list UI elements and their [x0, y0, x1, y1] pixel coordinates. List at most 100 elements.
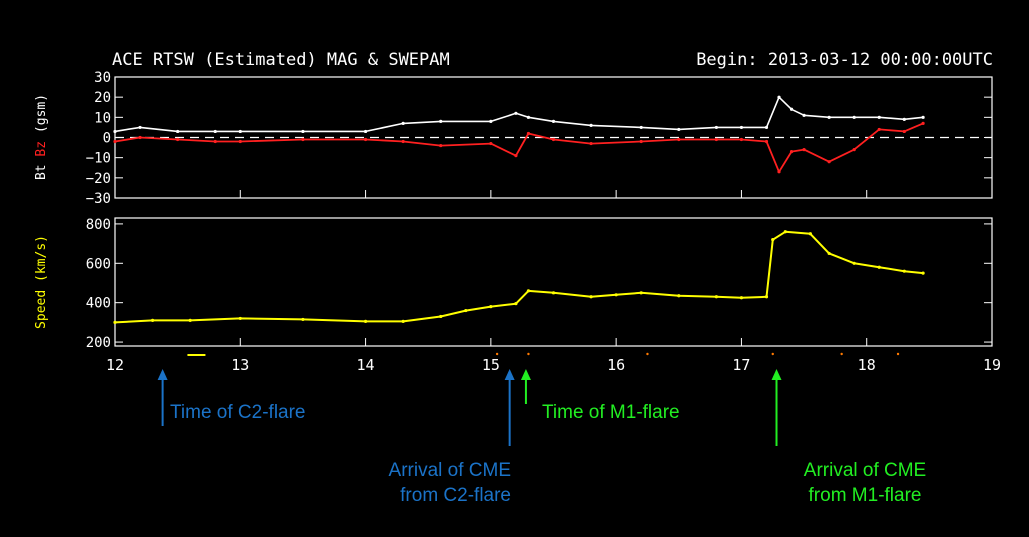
bt-series-point	[514, 111, 518, 115]
speed-series-point	[783, 230, 787, 234]
bz-series-point	[363, 137, 368, 142]
bt-series-point	[739, 125, 744, 130]
speed-y-tick-label: 600	[86, 256, 111, 272]
bt-series-point	[589, 123, 593, 127]
bz-series-point	[739, 137, 744, 142]
speed-series-point	[514, 302, 518, 306]
speed-series-point	[188, 318, 192, 322]
bz-series-point	[489, 141, 493, 146]
speed-series-point	[589, 295, 593, 299]
speed-y-tick-label: 400	[86, 296, 111, 312]
arrow-cme-c2-head	[504, 369, 515, 380]
speed-series-point	[714, 295, 718, 299]
bt-series-point	[714, 125, 718, 130]
speed-series-point	[827, 251, 831, 256]
annotation-m1-flare-time: Time of M1-flare	[542, 400, 680, 425]
annotation-line: from C2-flare	[400, 485, 511, 506]
bz-series-point	[877, 127, 881, 132]
bz-series-point	[827, 160, 831, 164]
bz-series-point	[902, 129, 906, 134]
bz-series-point	[176, 137, 180, 142]
bz-series-point	[589, 141, 593, 146]
bz-series-point	[439, 143, 443, 148]
bz-series-point	[802, 148, 806, 152]
bt-series-point	[301, 129, 305, 134]
speed-series-point	[113, 320, 117, 324]
mag-y-tick-label: −20	[86, 171, 111, 187]
bz-series-point	[238, 139, 242, 144]
annotation-c2-flare-time: Time of C2-flare	[170, 400, 306, 425]
speed-series-point	[902, 269, 906, 273]
x-tick-label: 13	[231, 356, 249, 374]
bt-series-point	[677, 127, 681, 132]
bz-series-point	[677, 137, 681, 142]
x-tick-label: 14	[357, 356, 375, 374]
speed-series-point	[639, 291, 643, 295]
bt-series-point	[764, 125, 769, 130]
speed-series-point	[921, 271, 925, 275]
bz-series-point	[852, 148, 856, 152]
speed-panel-frame	[114, 217, 993, 347]
speed-series-point	[852, 261, 856, 265]
mag-y-tick-label: 30	[94, 70, 111, 86]
bz-series-point	[789, 150, 794, 154]
speed-ylabel: Speed (km/s)	[34, 235, 49, 329]
mag-ylabel: Bt Bz (gsm)	[34, 94, 49, 180]
mag-ylabel-part: Bz	[34, 141, 49, 164]
bz-series-point	[777, 170, 781, 174]
bt-series-point	[176, 129, 180, 134]
mag-y-tick-label: 10	[94, 110, 111, 126]
speed-series-point	[301, 317, 305, 322]
speed-series-point	[489, 305, 493, 309]
speed-series-point	[614, 293, 618, 297]
bt-series-point	[789, 107, 794, 111]
speed-series-point	[764, 295, 769, 299]
arrow-c2-flare-head	[157, 369, 168, 380]
bt-series-line	[114, 96, 924, 133]
bt-series-point	[827, 115, 831, 119]
annotation-line: Time of M1-flare	[542, 402, 680, 423]
speed-series-point	[677, 294, 681, 298]
bz-series-point	[138, 135, 142, 140]
mag-ylabel-part: (gsm)	[34, 94, 49, 141]
bz-series-point	[301, 137, 305, 142]
bt-series-point	[401, 121, 405, 125]
annotation-cme-from-c2: Arrival of CME from C2-flare	[360, 458, 511, 508]
mag-y-tick-label: 20	[94, 90, 111, 106]
x-tick-label: 19	[983, 356, 1001, 374]
x-tick-label: 16	[607, 356, 625, 374]
bt-series-point	[138, 125, 142, 130]
speed-y-tick-label: 800	[86, 217, 111, 233]
data-flag-marker	[527, 352, 530, 356]
bt-series-point	[213, 129, 217, 134]
bt-series-point	[439, 119, 443, 123]
data-flag-marker	[495, 352, 499, 356]
speed-series-point	[808, 232, 812, 236]
speed-series-point	[739, 296, 744, 300]
bz-series-point	[714, 137, 718, 142]
speed-series-point	[238, 316, 242, 321]
speed-series-point	[526, 289, 531, 293]
bz-series-point	[921, 121, 925, 125]
annotation-line: from M1-flare	[808, 485, 922, 506]
bt-series-point	[238, 129, 242, 134]
x-tick-label: 12	[106, 356, 124, 374]
bz-series-point	[401, 139, 405, 144]
bt-series-point	[489, 119, 493, 123]
mag-y-tick-label: 0	[103, 131, 111, 147]
bz-series-point	[639, 139, 643, 144]
speed-series-point	[150, 318, 155, 322]
bt-series-point	[902, 117, 906, 121]
bt-series-point	[363, 129, 368, 134]
bt-series-point	[921, 115, 925, 119]
arrow-m1-flare-head	[520, 369, 531, 380]
bt-series-point	[113, 129, 117, 134]
speed-series-point	[401, 319, 405, 323]
x-tick-label: 15	[482, 356, 500, 374]
speed-series-point	[464, 308, 468, 313]
x-tick-label: 18	[858, 356, 876, 374]
bt-series-point	[852, 115, 856, 119]
bt-series-point	[639, 125, 643, 130]
x-tick-label: 17	[732, 356, 750, 374]
